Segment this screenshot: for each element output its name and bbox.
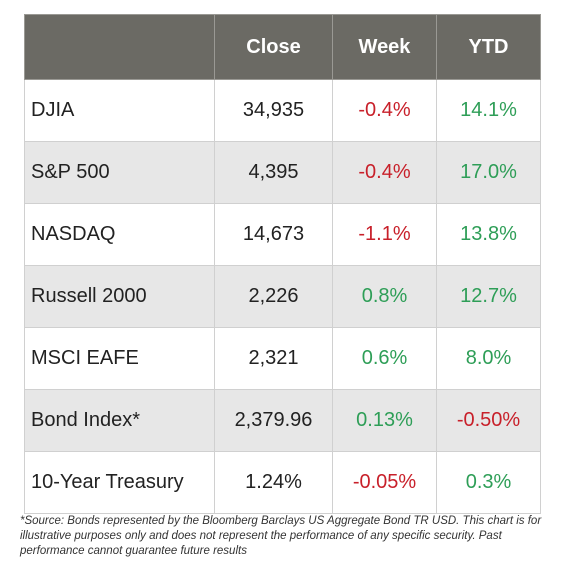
index-name: DJIA: [24, 79, 215, 142]
table-row: DJIA 34,935 -0.4% 14.1%: [24, 79, 541, 142]
table-row: NASDAQ 14,673 -1.1% 13.8%: [24, 203, 541, 266]
week-change: -0.4%: [332, 79, 437, 142]
close-value: 2,379.96: [214, 389, 333, 452]
header-ytd: YTD: [436, 14, 541, 80]
index-name: NASDAQ: [24, 203, 215, 266]
week-change: 0.8%: [332, 265, 437, 328]
index-name: Russell 2000: [24, 265, 215, 328]
ytd-change: -0.50%: [436, 389, 541, 452]
ytd-change: 14.1%: [436, 79, 541, 142]
market-summary-table: Close Week YTD DJIA 34,935 -0.4% 14.1% S…: [24, 14, 541, 514]
ytd-change: 13.8%: [436, 203, 541, 266]
source-footnote: *Source: Bonds represented by the Bloomb…: [20, 515, 542, 557]
close-value: 1.24%: [214, 451, 333, 514]
ytd-change: 17.0%: [436, 141, 541, 204]
index-name: S&P 500: [24, 141, 215, 204]
ytd-change: 8.0%: [436, 327, 541, 390]
close-value: 4,395: [214, 141, 333, 204]
ytd-change: 12.7%: [436, 265, 541, 328]
table-row: 10-Year Treasury 1.24% -0.05% 0.3%: [24, 451, 541, 514]
week-change: 0.6%: [332, 327, 437, 390]
header-close: Close: [214, 14, 333, 80]
close-value: 2,321: [214, 327, 333, 390]
week-change: -0.4%: [332, 141, 437, 204]
close-value: 34,935: [214, 79, 333, 142]
close-value: 14,673: [214, 203, 333, 266]
table-row: Russell 2000 2,226 0.8% 12.7%: [24, 265, 541, 328]
table-row: S&P 500 4,395 -0.4% 17.0%: [24, 141, 541, 204]
header-week: Week: [332, 14, 437, 80]
week-change: 0.13%: [332, 389, 437, 452]
week-change: -1.1%: [332, 203, 437, 266]
table-row: Bond Index* 2,379.96 0.13% -0.50%: [24, 389, 541, 452]
header-index: [24, 14, 215, 80]
close-value: 2,226: [214, 265, 333, 328]
week-change: -0.05%: [332, 451, 437, 514]
table-row: MSCI EAFE 2,321 0.6% 8.0%: [24, 327, 541, 390]
index-name: 10-Year Treasury: [24, 451, 215, 514]
index-name: Bond Index*: [24, 389, 215, 452]
header-row: Close Week YTD: [24, 14, 541, 80]
ytd-change: 0.3%: [436, 451, 541, 514]
index-name: MSCI EAFE: [24, 327, 215, 390]
